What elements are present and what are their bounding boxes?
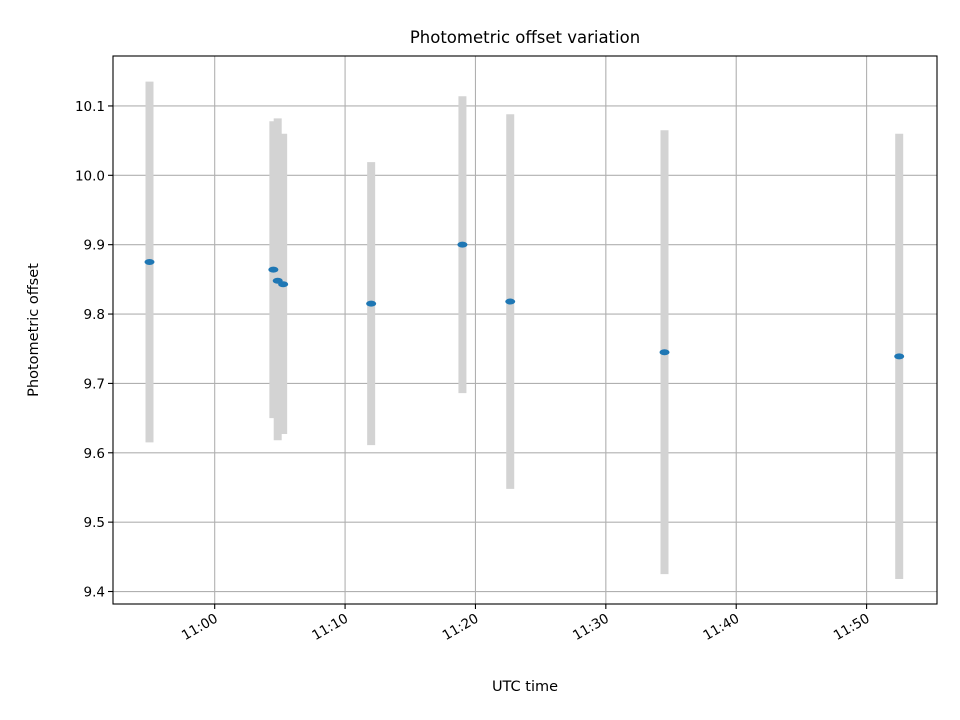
x-axis-title: UTC time — [492, 679, 558, 695]
data-point — [505, 298, 516, 305]
data-point — [268, 266, 279, 273]
data-point — [144, 259, 155, 266]
y-tick-label: 9.7 — [84, 376, 105, 392]
y-tick-label: 9.9 — [84, 238, 105, 254]
data-points — [144, 241, 905, 360]
data-point — [659, 349, 670, 356]
grid — [113, 56, 937, 604]
y-axis: 9.4 9.5 9.6 9.7 9.8 9.9 10.0 10.1 — [75, 99, 113, 601]
y-tick-label: 9.5 — [84, 515, 105, 531]
axes-frame — [112, 55, 938, 605]
y-tick-label: 10.0 — [75, 168, 105, 184]
y-tick-label: 10.1 — [75, 99, 105, 115]
y-tick-label: 9.4 — [84, 585, 105, 601]
chart-title: Photometric offset variation — [410, 28, 640, 47]
data-point — [457, 241, 468, 248]
data-point — [278, 281, 289, 288]
y-tick-label: 9.6 — [84, 446, 105, 462]
data-point — [894, 353, 905, 360]
data-point — [366, 300, 377, 307]
y-axis-title: Photometric offset — [26, 263, 42, 397]
y-tick-label: 9.8 — [84, 307, 105, 323]
